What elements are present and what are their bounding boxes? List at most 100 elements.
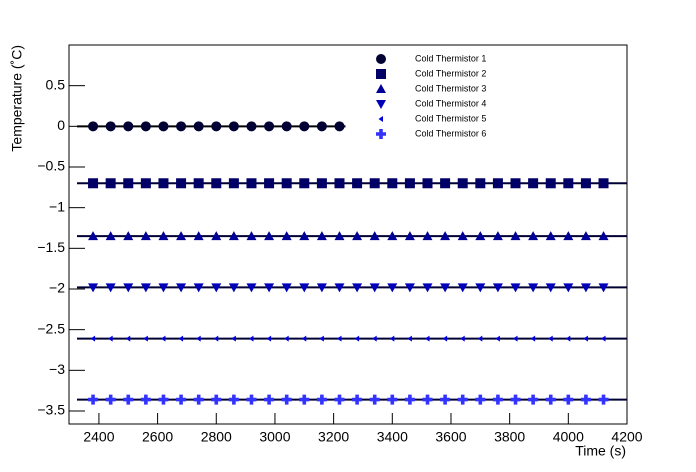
- data-point: [565, 335, 571, 342]
- data-point: [246, 121, 257, 132]
- data-point: [510, 231, 521, 241]
- x-tick-label: 4200: [611, 429, 642, 445]
- data-point: [407, 335, 412, 342]
- data-point: [158, 231, 169, 241]
- data-point: [125, 335, 131, 342]
- legend-marker: [376, 84, 386, 93]
- data-point: [404, 394, 415, 405]
- data-point: [548, 335, 553, 342]
- legend-label: Cold Thermistor 2: [415, 68, 486, 78]
- legend-marker: [376, 69, 386, 79]
- y-tick-label: −0.5: [37, 158, 65, 174]
- legend-label: Cold Thermistor 3: [415, 83, 486, 93]
- legend-label: Cold Thermistor 1: [415, 53, 486, 63]
- data-point: [598, 283, 609, 293]
- data-point: [299, 283, 310, 293]
- data-point: [264, 394, 275, 405]
- data-point: [160, 335, 166, 342]
- data-point: [545, 178, 556, 189]
- data-point: [105, 231, 116, 241]
- data-point: [510, 394, 521, 405]
- data-point: [228, 178, 239, 189]
- data-point: [193, 231, 204, 241]
- data-point: [264, 121, 275, 132]
- data-point: [352, 283, 363, 293]
- data-point: [510, 178, 521, 189]
- legend-marker: [376, 100, 386, 109]
- data-point: [123, 178, 134, 189]
- data-point: [211, 178, 222, 189]
- data-point: [228, 121, 239, 132]
- data-point: [404, 283, 415, 293]
- legend-marker: [378, 116, 383, 122]
- data-point: [140, 394, 151, 405]
- data-point: [369, 394, 380, 405]
- data-point: [176, 231, 187, 241]
- data-point: [492, 178, 503, 189]
- x-tick-label: 3600: [435, 429, 466, 445]
- data-point: [601, 335, 606, 342]
- data-point: [246, 178, 257, 189]
- data-point: [404, 231, 415, 241]
- y-tick-label: −1: [49, 198, 65, 214]
- data-point: [475, 394, 486, 405]
- data-point: [140, 283, 151, 293]
- data-point: [193, 121, 204, 132]
- data-point: [510, 283, 521, 293]
- data-point: [88, 178, 99, 189]
- y-tick-label: −2.5: [37, 320, 65, 336]
- data-point: [528, 283, 539, 293]
- data-point: [299, 178, 310, 189]
- data-point: [563, 394, 574, 405]
- data-point: [372, 335, 377, 342]
- data-point: [316, 178, 327, 189]
- data-point: [211, 394, 222, 405]
- data-point: [563, 178, 574, 189]
- data-point: [475, 178, 486, 189]
- data-point: [583, 335, 588, 342]
- data-point: [264, 231, 275, 241]
- data-point: [545, 394, 556, 405]
- data-point: [108, 335, 113, 342]
- data-point: [425, 335, 430, 342]
- data-point: [334, 121, 345, 132]
- data-point: [475, 283, 486, 293]
- data-point: [123, 394, 134, 405]
- y-tick-label: −3.5: [37, 402, 65, 418]
- data-point: [158, 178, 169, 189]
- data-point: [440, 283, 451, 293]
- data-point: [193, 394, 204, 405]
- data-point: [580, 394, 591, 405]
- data-point: [316, 121, 327, 132]
- data-point: [193, 283, 204, 293]
- legend-label: Cold Thermistor 4: [415, 98, 486, 108]
- legend-marker: [376, 54, 386, 64]
- data-point: [176, 121, 187, 132]
- y-tick-label: 0: [57, 117, 65, 133]
- data-point: [334, 394, 345, 405]
- data-point: [580, 178, 591, 189]
- y-tick-label: −1.5: [37, 239, 65, 255]
- data-point: [334, 231, 345, 241]
- data-point: [422, 283, 433, 293]
- data-point: [266, 335, 272, 342]
- plot-frame: [68, 44, 628, 425]
- data-point: [211, 121, 222, 132]
- data-point: [440, 178, 451, 189]
- data-point: [228, 231, 239, 241]
- legend-label: Cold Thermistor 6: [415, 128, 486, 138]
- data-point: [475, 231, 486, 241]
- data-point: [196, 335, 201, 342]
- data-point: [477, 335, 483, 342]
- data-point: [389, 335, 395, 342]
- data-point: [316, 231, 327, 241]
- data-point: [193, 178, 204, 189]
- data-point: [387, 283, 398, 293]
- y-axis-title: Temperature (˚C): [9, 45, 25, 152]
- data-point: [598, 394, 609, 405]
- data-point: [90, 335, 96, 342]
- data-point: [492, 394, 503, 405]
- data-point: [580, 231, 591, 241]
- data-point: [123, 283, 134, 293]
